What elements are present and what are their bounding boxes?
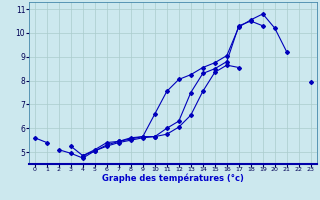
X-axis label: Graphe des températures (°c): Graphe des températures (°c) xyxy=(102,174,244,183)
